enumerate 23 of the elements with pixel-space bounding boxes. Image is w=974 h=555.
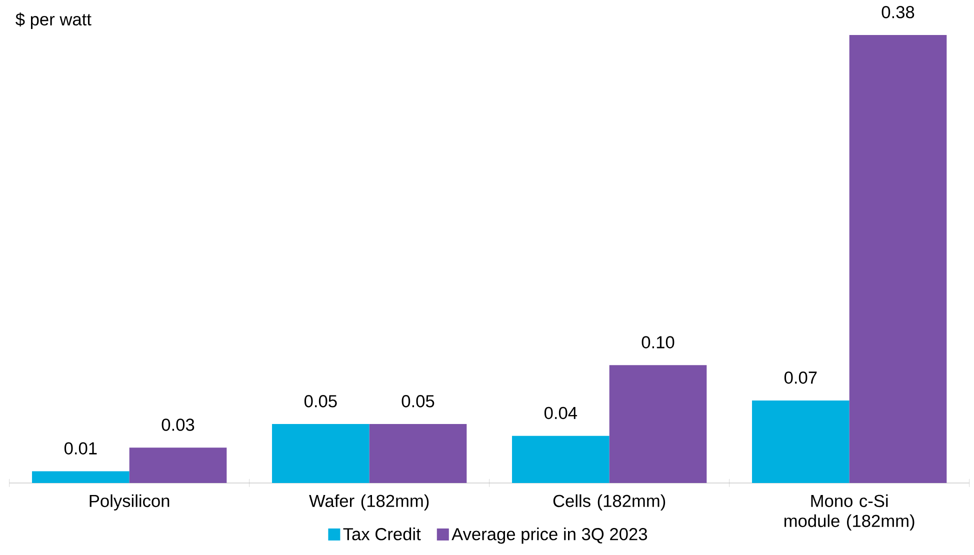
x-tick-label: Cells (182mm) (553, 494, 666, 511)
y-axis-title: $ per watt (16, 12, 92, 29)
data-label: 0.04 (544, 406, 578, 420)
bar (752, 400, 850, 483)
data-label: 0.05 (402, 395, 434, 408)
x-tick-label: Polysilicon (90, 494, 170, 511)
bar (129, 448, 227, 483)
data-label: 0.38 (882, 6, 914, 18)
legend-label: Average price in 3Q 2023 (452, 528, 648, 544)
bar (32, 471, 130, 483)
bar (512, 436, 610, 483)
x-tick-label: Mono c-Si module (182mm) (784, 494, 914, 531)
bar (369, 424, 467, 483)
x-tick-label: Wafer (182mm) (309, 494, 429, 511)
legend-label: Tax Credit (343, 528, 421, 540)
data-label: 0.05 (304, 395, 337, 408)
data-label: 0.01 (64, 442, 97, 454)
bar (272, 424, 370, 483)
data-label: 0.07 (784, 371, 817, 384)
data-label: 0.03 (162, 418, 194, 431)
bar (609, 365, 707, 483)
bar (849, 34, 947, 483)
data-label: 0.10 (642, 336, 674, 348)
